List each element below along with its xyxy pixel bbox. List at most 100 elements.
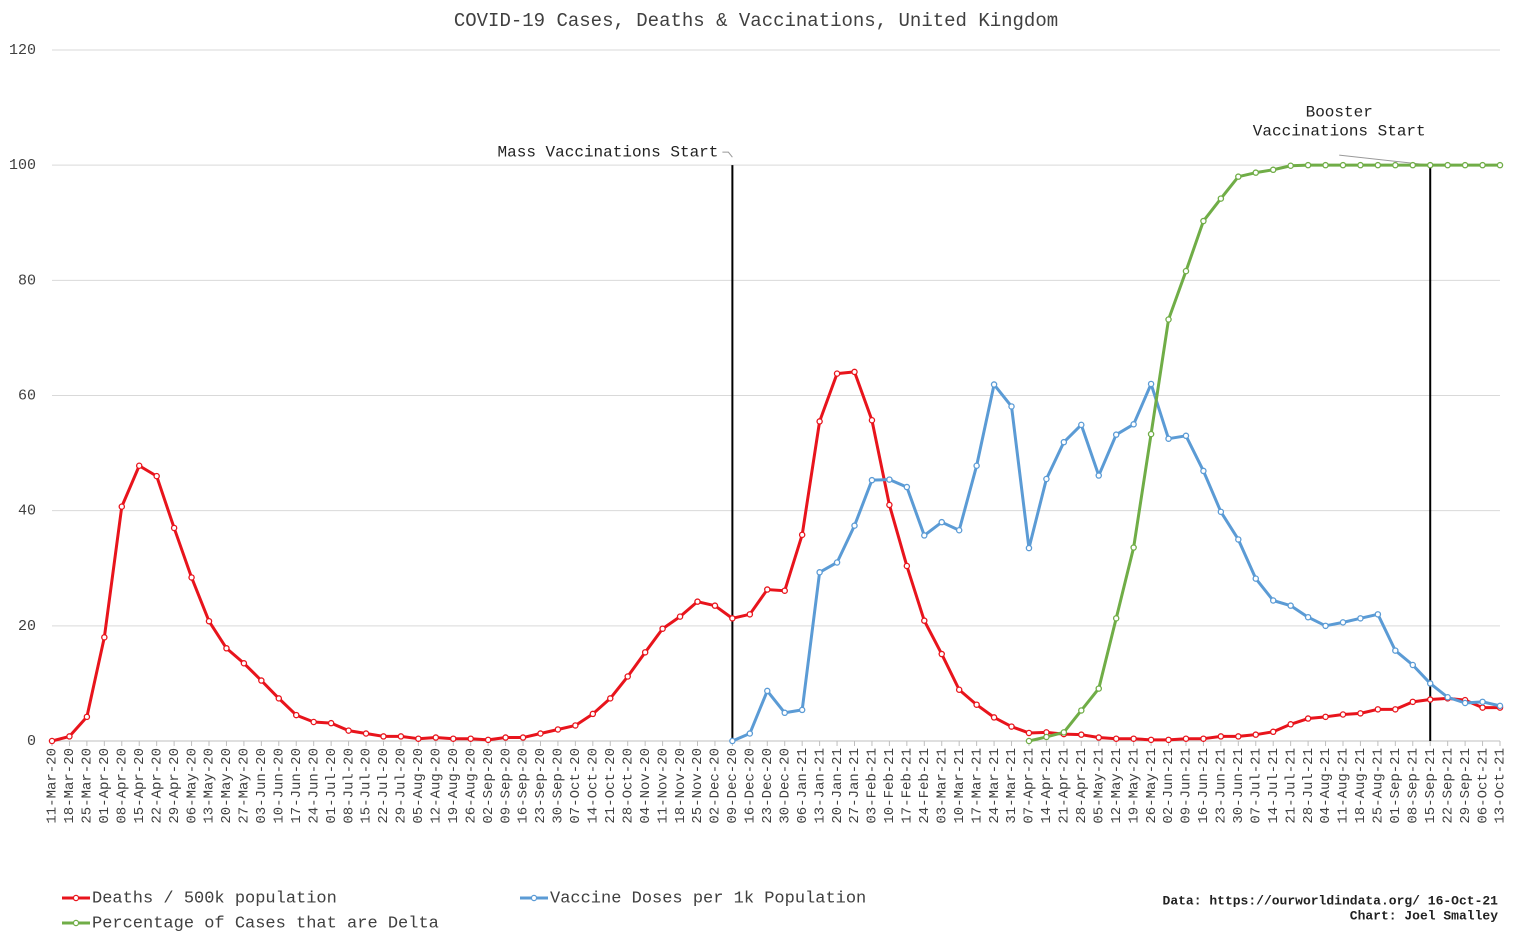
x-tick-label: 11-Mar-20 <box>45 748 61 824</box>
annotation-label: Mass Vaccinations Start <box>498 143 719 161</box>
annotation-label: Booster <box>1306 103 1373 121</box>
x-tick-label: 20-May-20 <box>219 748 235 824</box>
annotation-label: Vaccinations Start <box>1253 122 1426 140</box>
series-marker <box>1130 735 1137 742</box>
series-marker <box>1496 161 1504 169</box>
series-marker <box>1252 731 1260 738</box>
series-marker <box>1043 733 1050 741</box>
x-tick-label: 20-Jan-21 <box>830 748 846 824</box>
series-marker <box>66 733 73 740</box>
series-marker <box>1287 602 1294 609</box>
series-marker <box>484 736 492 744</box>
series-marker <box>1095 685 1102 692</box>
series-marker <box>1182 267 1190 275</box>
x-tick-label: 16-Jun-21 <box>1196 748 1212 824</box>
x-tick-label: 03-Mar-21 <box>934 748 950 824</box>
x-tick-label: 23-Sep-20 <box>533 748 549 824</box>
series-marker <box>519 734 527 741</box>
series-marker <box>1112 431 1120 438</box>
x-tick-label: 25-Mar-20 <box>80 748 96 824</box>
y-tick-label: 80 <box>18 272 36 289</box>
series-marker <box>380 733 387 740</box>
series-marker <box>345 727 352 734</box>
series-marker <box>1269 728 1277 736</box>
series-marker <box>1496 702 1504 710</box>
series-marker <box>921 617 928 624</box>
series-marker <box>1182 735 1190 742</box>
x-tick-label: 03-Jun-20 <box>254 748 270 824</box>
series-marker <box>1409 161 1417 169</box>
series-marker <box>1095 472 1102 479</box>
x-tick-label: 17-Feb-21 <box>900 748 916 824</box>
series-marker <box>1217 195 1225 202</box>
x-tick-label: 09-Sep-20 <box>498 748 514 824</box>
series-marker <box>1444 693 1451 701</box>
series-marker <box>1252 169 1260 176</box>
x-tick-label: 27-May-20 <box>237 748 253 824</box>
x-tick-label: 12-May-21 <box>1109 748 1125 824</box>
series-marker <box>764 687 771 695</box>
chart-title: COVID-19 Cases, Deaths & Vaccinations, U… <box>454 10 1058 32</box>
series-marker <box>1112 735 1120 742</box>
series-marker <box>1287 721 1294 728</box>
x-tick-label: 11-Nov-20 <box>655 748 671 824</box>
x-tick-label: 10-Jun-20 <box>271 748 287 824</box>
series-marker <box>624 673 631 680</box>
series-marker <box>1200 467 1207 475</box>
x-tick-label: 24-Mar-21 <box>987 748 1003 824</box>
legend-marker <box>72 919 80 927</box>
series-marker <box>1095 734 1102 741</box>
series-marker <box>1374 611 1382 618</box>
x-tick-label: 25-Aug-21 <box>1371 748 1387 824</box>
series-marker <box>798 531 806 539</box>
series-marker <box>1444 161 1451 169</box>
series-marker <box>1060 729 1068 736</box>
y-tick-label: 60 <box>18 387 36 404</box>
x-tick-label: 13-Jan-21 <box>812 748 828 824</box>
x-tick-label: 01-Apr-20 <box>97 748 113 824</box>
series-marker <box>1235 173 1242 180</box>
series-marker <box>1304 161 1312 169</box>
series-marker <box>1287 162 1294 169</box>
x-tick-label: 14-Jul-21 <box>1266 748 1282 824</box>
x-tick-label: 29-Apr-20 <box>167 748 183 824</box>
series-marker <box>1008 403 1015 410</box>
series-marker <box>1409 698 1417 706</box>
series-marker <box>432 734 440 741</box>
x-tick-label: 28-Oct-20 <box>620 748 636 824</box>
series-marker <box>1426 161 1434 169</box>
x-tick-label: 18-Aug-21 <box>1353 748 1369 824</box>
x-tick-label: 07-Apr-21 <box>1022 748 1038 824</box>
legend-label: Percentage of Cases that are Delta <box>92 914 439 933</box>
series-marker <box>502 734 509 741</box>
x-tick-label: 19-Aug-20 <box>446 748 462 824</box>
y-tick-label: 0 <box>27 733 36 750</box>
series-marker <box>711 602 719 609</box>
series-marker <box>1078 731 1085 738</box>
series-marker <box>1304 613 1312 621</box>
series-marker <box>868 476 876 484</box>
series-marker <box>1357 710 1364 717</box>
x-tick-label: 02-Sep-20 <box>481 748 497 824</box>
x-tick-label: 24-Jun-20 <box>306 748 322 824</box>
series-marker <box>1461 161 1469 169</box>
series-marker <box>450 735 457 742</box>
x-tick-label: 24-Feb-21 <box>917 748 933 824</box>
x-tick-label: 19-May-21 <box>1126 748 1142 824</box>
x-tick-label: 17-Mar-21 <box>969 748 985 824</box>
x-tick-label: 14-Oct-20 <box>586 748 602 824</box>
series-marker <box>1392 647 1399 654</box>
x-tick-label: 28-Jul-21 <box>1301 748 1317 824</box>
series-marker <box>746 611 754 618</box>
series-marker <box>1374 161 1382 169</box>
series-marker <box>990 381 998 388</box>
series-marker <box>188 574 195 581</box>
legend-marker <box>72 894 80 902</box>
series-marker <box>467 735 474 742</box>
x-tick-label: 06-May-20 <box>184 748 200 824</box>
series-marker <box>554 726 562 733</box>
series-marker <box>1461 699 1469 707</box>
series-marker <box>1322 622 1329 630</box>
series-marker <box>1426 680 1434 687</box>
